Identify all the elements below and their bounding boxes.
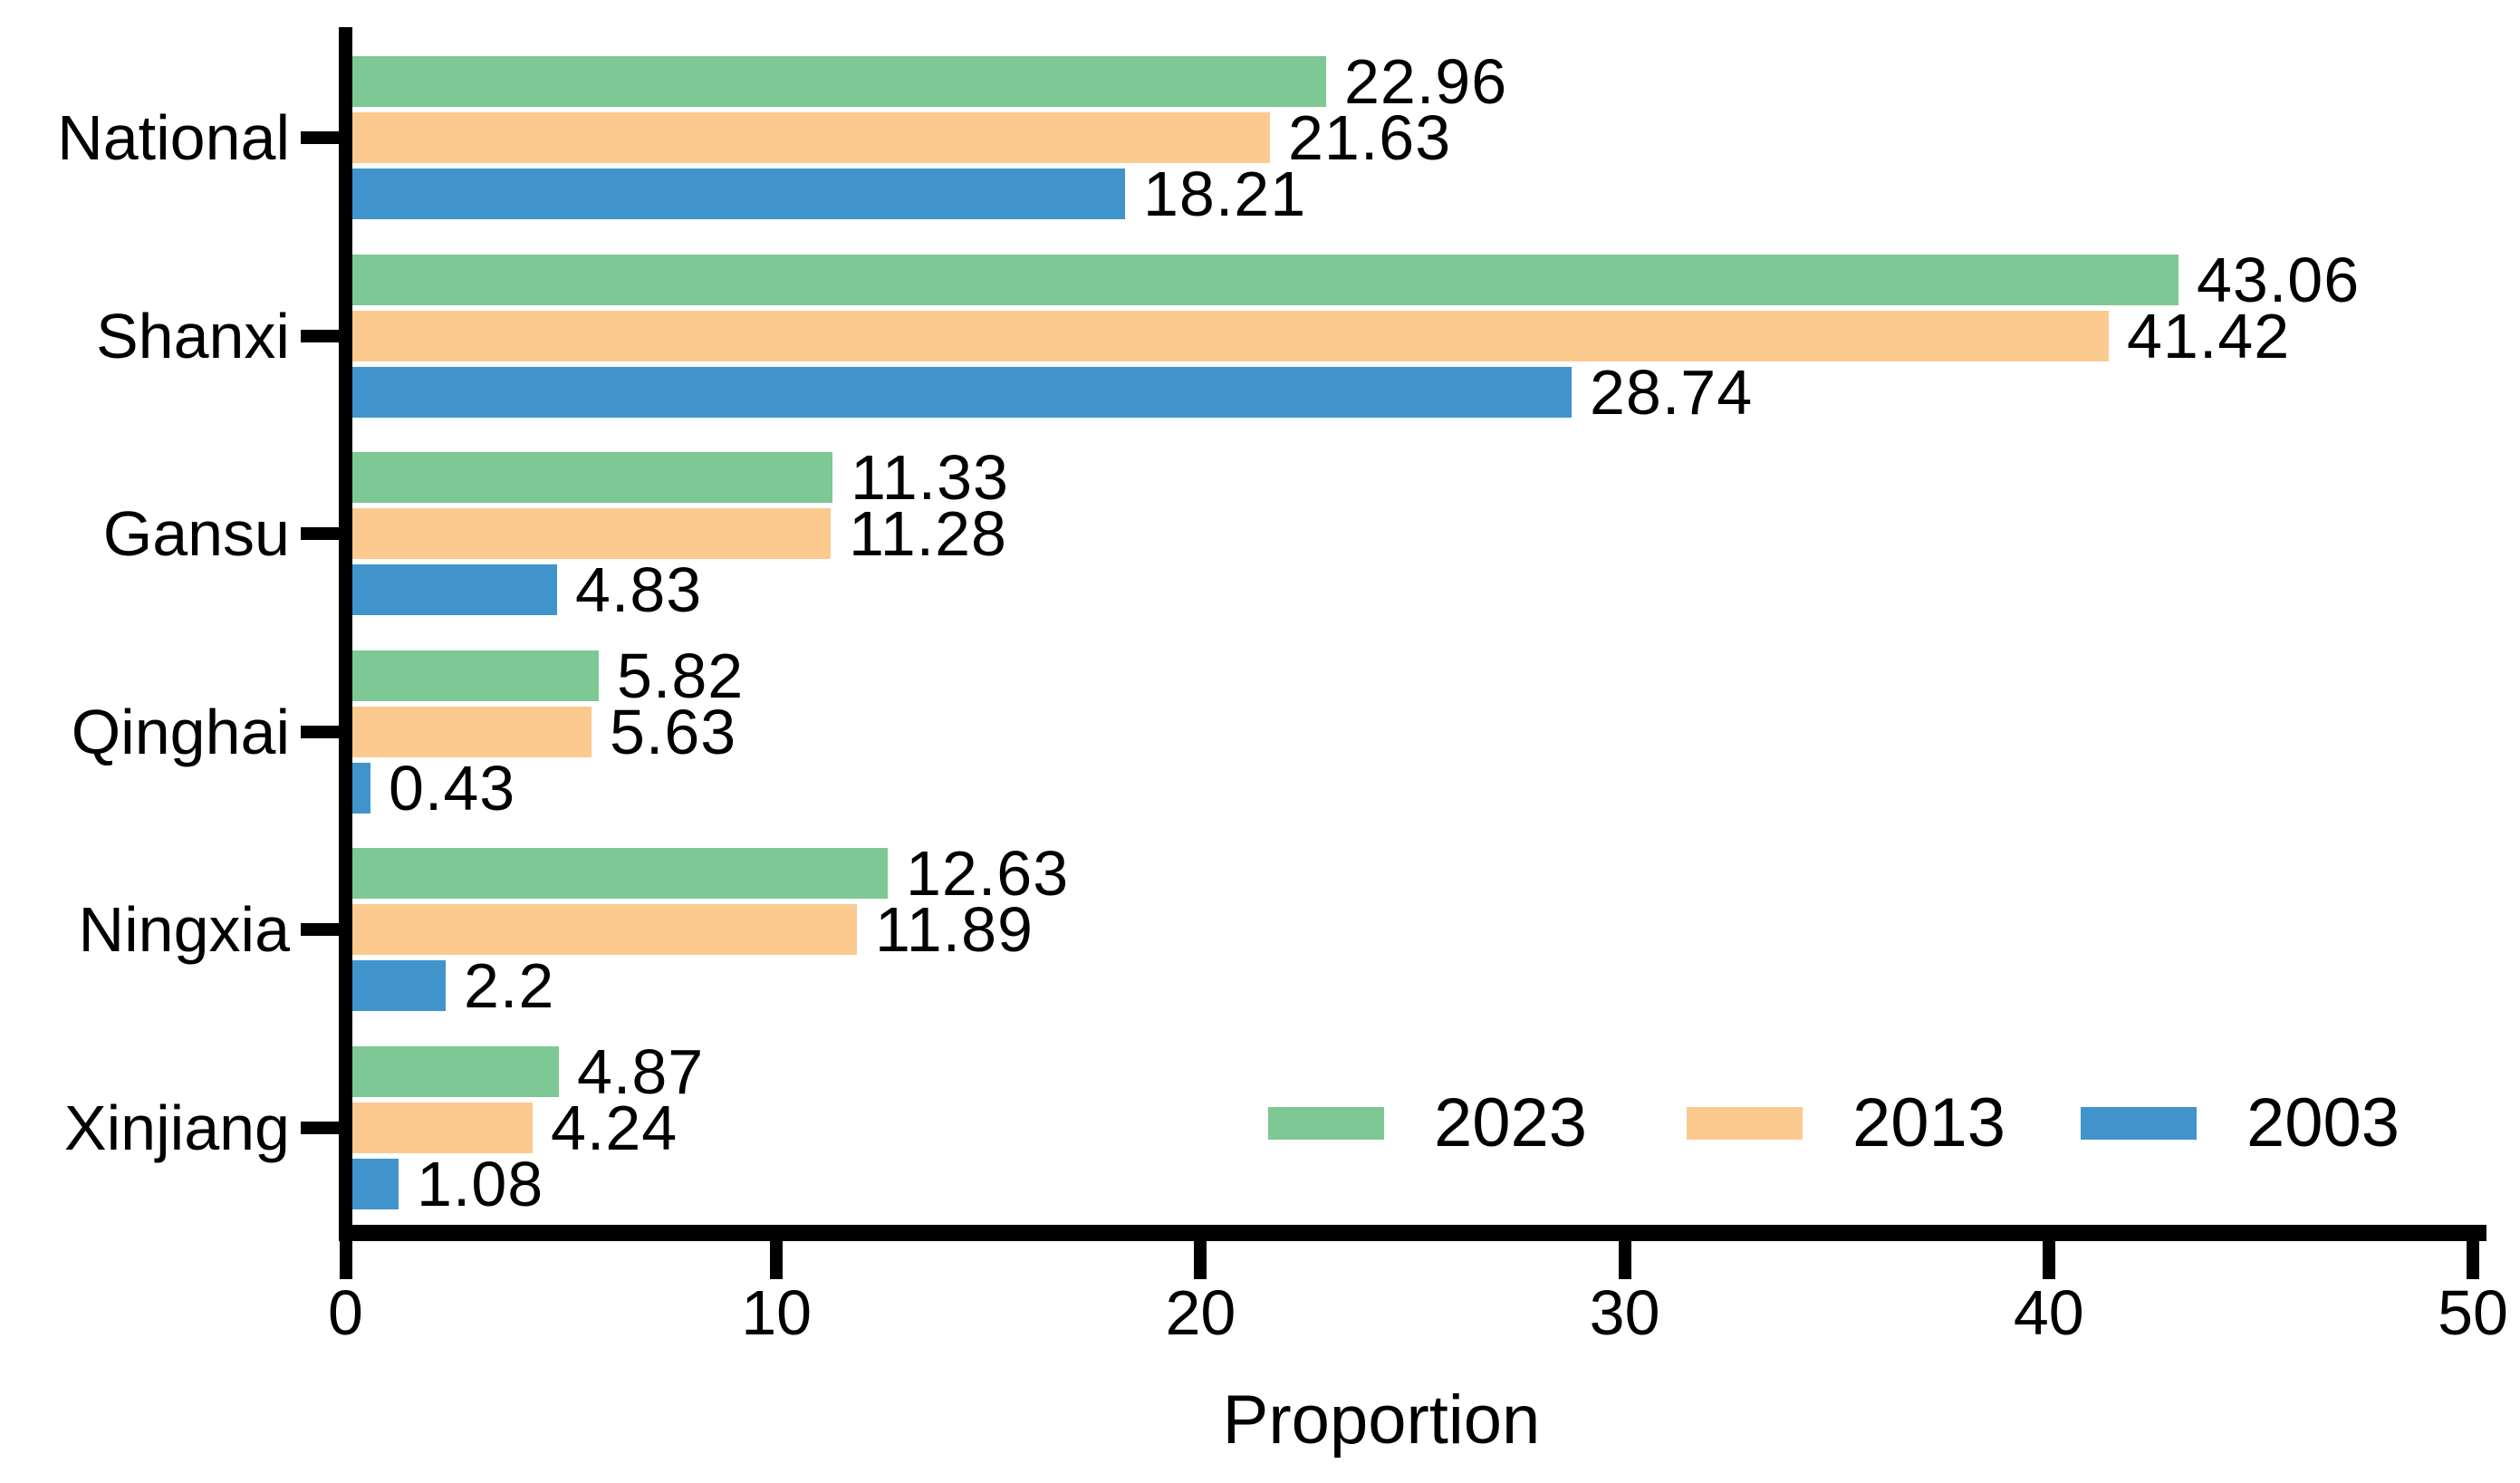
- bar-2023-qinghai: [352, 650, 599, 701]
- legend-label-2003: 2003: [2246, 1084, 2400, 1161]
- x-tick-label-20: 20: [1165, 1277, 1236, 1348]
- category-label-qinghai: Qinghai: [71, 697, 290, 767]
- y-tick-qinghai: [301, 726, 339, 738]
- value-label-2003-national: 18.21: [1143, 159, 1307, 229]
- value-label-2023-xinjiang: 4.87: [577, 1036, 705, 1107]
- bar-2013-qinghai: [352, 707, 592, 757]
- x-tick-label-0: 0: [328, 1277, 363, 1348]
- value-label-2003-ningxia: 2.2: [464, 950, 555, 1021]
- y-tick-xinjiang: [301, 1122, 339, 1134]
- x-axis-spine: [339, 1225, 2486, 1241]
- bar-2003-national: [352, 169, 1125, 219]
- x-tick-40: [2042, 1241, 2055, 1279]
- legend-swatch-2003: [2081, 1107, 2197, 1140]
- legend-item-2003: 2003: [2081, 1078, 2400, 1169]
- y-axis-spine: [339, 27, 352, 1241]
- y-tick-gansu: [301, 527, 339, 540]
- bar-2013-national: [352, 112, 1270, 163]
- legend-label-2013: 2013: [1852, 1084, 2006, 1161]
- value-label-2013-xinjiang: 4.24: [551, 1093, 678, 1163]
- bar-2013-gansu: [352, 508, 831, 559]
- value-label-2013-gansu: 11.28: [849, 498, 1007, 569]
- bar-2003-ningxia: [352, 960, 446, 1011]
- legend: 2023 2013 2003: [1268, 1078, 2491, 1169]
- legend-item-2013: 2013: [1687, 1078, 2005, 1169]
- category-label-shanxi: Shanxi: [95, 301, 290, 371]
- x-tick-50: [2467, 1241, 2479, 1279]
- x-axis-title: Proportion: [1222, 1382, 1541, 1459]
- value-label-2023-gansu: 11.33: [851, 442, 1009, 513]
- bar-2023-ningxia: [352, 848, 888, 899]
- category-label-ningxia: Ningxia: [78, 894, 290, 965]
- category-label-gansu: Gansu: [102, 498, 290, 569]
- bar-2013-xinjiang: [352, 1103, 533, 1153]
- x-tick-label-10: 10: [741, 1277, 813, 1348]
- value-label-2013-national: 21.63: [1288, 102, 1452, 173]
- bar-2023-shanxi: [352, 255, 2179, 305]
- value-label-2013-shanxi: 41.42: [2127, 301, 2291, 371]
- x-tick-label-50: 50: [2438, 1277, 2508, 1348]
- value-label-2003-gansu: 4.83: [575, 554, 703, 625]
- x-tick-label-30: 30: [1589, 1277, 1660, 1348]
- legend-label-2023: 2023: [1434, 1084, 1588, 1161]
- value-label-2023-ningxia: 12.63: [906, 838, 1070, 909]
- bar-2003-qinghai: [352, 763, 370, 814]
- value-label-2003-shanxi: 28.74: [1590, 357, 1754, 428]
- bar-2003-shanxi: [352, 367, 1572, 418]
- x-tick-10: [770, 1241, 784, 1279]
- y-tick-national: [301, 131, 339, 144]
- y-tick-ningxia: [301, 923, 339, 936]
- x-tick-0: [339, 1241, 352, 1279]
- value-label-2003-xinjiang: 1.08: [417, 1149, 544, 1219]
- value-label-2023-national: 22.96: [1344, 46, 1508, 117]
- category-label-xinjiang: Xinjiang: [63, 1093, 290, 1163]
- x-tick-label-40: 40: [2013, 1277, 2084, 1348]
- category-label-national: National: [57, 102, 290, 173]
- legend-item-2023: 2023: [1268, 1078, 1587, 1169]
- x-tick-30: [1618, 1241, 1631, 1279]
- bar-2003-xinjiang: [352, 1159, 399, 1209]
- bar-2023-national: [352, 56, 1326, 107]
- bar-2023-gansu: [352, 452, 832, 503]
- value-label-2013-qinghai: 5.63: [610, 697, 737, 767]
- value-label-2003-qinghai: 0.43: [389, 753, 516, 823]
- bar-2023-xinjiang: [352, 1046, 559, 1097]
- bar-2013-shanxi: [352, 311, 2109, 361]
- value-label-2023-shanxi: 43.06: [2197, 245, 2361, 315]
- bar-2013-ningxia: [352, 904, 857, 955]
- bar-2003-gansu: [352, 564, 557, 615]
- x-tick-20: [1194, 1241, 1207, 1279]
- legend-swatch-2013: [1687, 1107, 1803, 1140]
- legend-swatch-2023: [1268, 1107, 1384, 1140]
- value-label-2013-ningxia: 11.89: [875, 894, 1034, 965]
- y-tick-shanxi: [301, 330, 339, 342]
- value-label-2023-qinghai: 5.82: [617, 640, 745, 711]
